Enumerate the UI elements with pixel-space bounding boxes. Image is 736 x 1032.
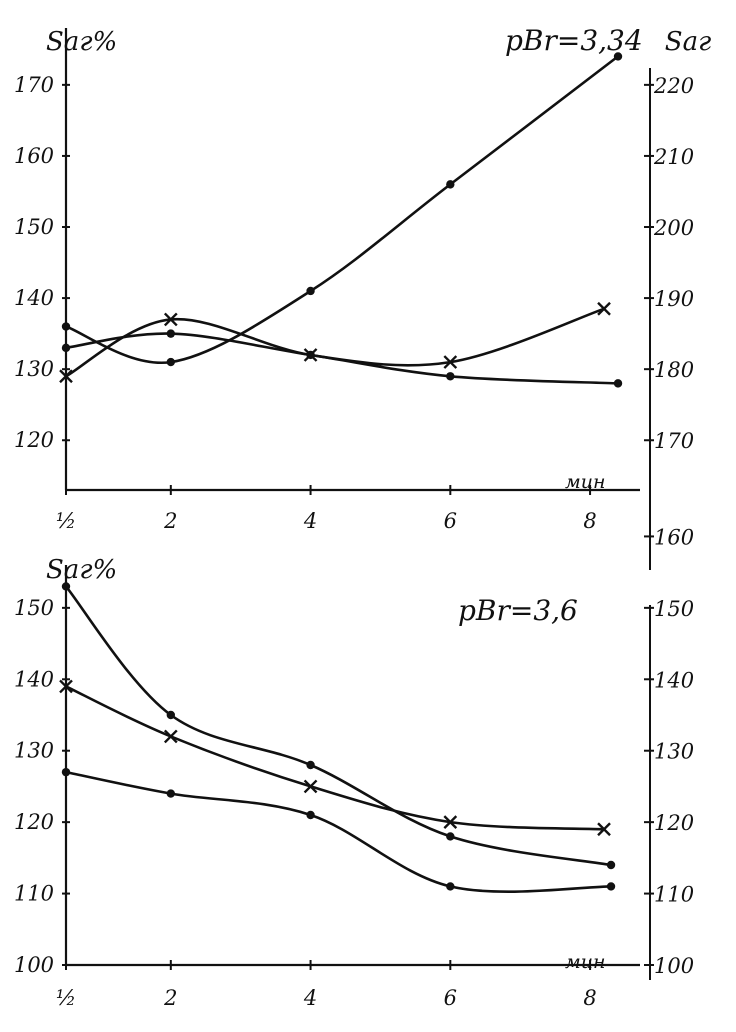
right-y-tick-label: 160 bbox=[654, 525, 694, 549]
x-tick-label: 8 bbox=[583, 986, 596, 1010]
series-2 bbox=[59, 679, 611, 837]
right-y-tick-label: 110 bbox=[654, 883, 694, 907]
left-y-tick-label: 170 bbox=[14, 73, 54, 97]
x-tick-label: 4 bbox=[303, 986, 317, 1010]
series-3 bbox=[61, 329, 623, 388]
data-point bbox=[446, 832, 455, 841]
chart-annotation: pBr=3,34 bbox=[505, 24, 643, 57]
series-line bbox=[64, 55, 620, 365]
data-point bbox=[166, 329, 176, 338]
data-point bbox=[306, 810, 315, 820]
right-y-tick-label: 150 bbox=[654, 597, 694, 621]
data-point-cross bbox=[163, 312, 178, 327]
series-1 bbox=[61, 582, 616, 870]
data-point bbox=[446, 882, 455, 891]
x-axis-unit: мин bbox=[565, 951, 606, 973]
data-point bbox=[613, 52, 623, 61]
data-point bbox=[446, 180, 455, 189]
left-y-tick-label: 130 bbox=[14, 739, 54, 763]
right-y-tick-label: 200 bbox=[653, 216, 694, 240]
series-3 bbox=[61, 767, 616, 893]
data-point-cross bbox=[163, 729, 178, 744]
data-point bbox=[166, 789, 176, 798]
right-y-tick-label: 190 bbox=[654, 287, 694, 311]
data-point-cross bbox=[443, 355, 458, 369]
data-point-cross bbox=[597, 301, 611, 316]
right-y-axis-title: Sаг bbox=[665, 27, 711, 57]
left-y-tick-label: 140 bbox=[14, 286, 54, 310]
left-y-tick-label: 150 bbox=[14, 596, 54, 620]
series-line bbox=[64, 770, 613, 893]
data-point-cross bbox=[443, 815, 458, 829]
series-line bbox=[64, 307, 606, 378]
right-y-tick-label: 210 bbox=[653, 145, 694, 169]
left-y-axis-title: Sаг% bbox=[46, 555, 117, 585]
left-y-tick-label: 160 bbox=[14, 144, 54, 168]
x-tick-label: 2 bbox=[163, 986, 177, 1010]
data-point bbox=[61, 767, 71, 777]
left-y-tick-label: 140 bbox=[14, 667, 54, 691]
data-point bbox=[166, 710, 176, 720]
x-tick-label: 8 bbox=[583, 509, 596, 533]
x-axis-unit: мин bbox=[565, 471, 606, 493]
right-y-tick-label: 140 bbox=[654, 668, 694, 692]
data-point-cross bbox=[597, 822, 611, 837]
x-tick-label: 2 bbox=[163, 509, 177, 533]
data-point bbox=[446, 372, 455, 381]
right-y-tick-label: 170 bbox=[654, 429, 694, 453]
data-point-cross bbox=[59, 369, 73, 384]
left-y-tick-label: 150 bbox=[14, 215, 54, 239]
left-y-tick-label: 120 bbox=[14, 810, 54, 834]
data-point bbox=[606, 882, 616, 891]
right-y-tick-label: 120 bbox=[654, 811, 694, 835]
left-y-tick-label: 130 bbox=[14, 357, 54, 381]
right-y-tick-label: 220 bbox=[653, 74, 694, 98]
data-point bbox=[306, 286, 315, 296]
x-tick-label: ½ bbox=[56, 509, 76, 533]
x-tick-label: 4 bbox=[303, 509, 317, 533]
data-point bbox=[306, 760, 315, 770]
left-y-tick-label: 120 bbox=[14, 428, 54, 452]
series-2 bbox=[59, 301, 611, 384]
data-point bbox=[61, 582, 71, 591]
data-point bbox=[166, 357, 176, 367]
right-y-tick-label: 100 bbox=[654, 954, 694, 978]
data-point bbox=[61, 322, 71, 331]
right-y-tick-label: 130 bbox=[654, 740, 694, 764]
series-1 bbox=[61, 52, 623, 367]
x-tick-label: ½ bbox=[56, 986, 76, 1010]
data-point-cross bbox=[303, 779, 318, 794]
data-point bbox=[606, 860, 616, 870]
data-point bbox=[613, 379, 623, 388]
left-y-tick-label: 100 bbox=[14, 953, 54, 977]
data-point-cross bbox=[59, 679, 73, 694]
series-line bbox=[64, 685, 606, 831]
chart-panel-1: 120 130 140 150 160 170 170 180 190 200 210 220 ½ 2 4 6… bbox=[14, 24, 711, 570]
data-point bbox=[306, 350, 315, 360]
chart-annotation: pBr=3,6 bbox=[458, 594, 578, 627]
x-tick-label: 6 bbox=[444, 509, 457, 533]
right-y-tick-label: 180 bbox=[654, 358, 694, 382]
chart-panel-2: 100 110 120 130 140 150 100 110 120 130 140 150 160 ½… bbox=[14, 525, 694, 1010]
left-y-axis-title: Sаг% bbox=[46, 27, 117, 57]
x-tick-label: 6 bbox=[444, 986, 457, 1010]
left-y-tick-label: 110 bbox=[14, 882, 54, 906]
data-point bbox=[61, 343, 71, 353]
